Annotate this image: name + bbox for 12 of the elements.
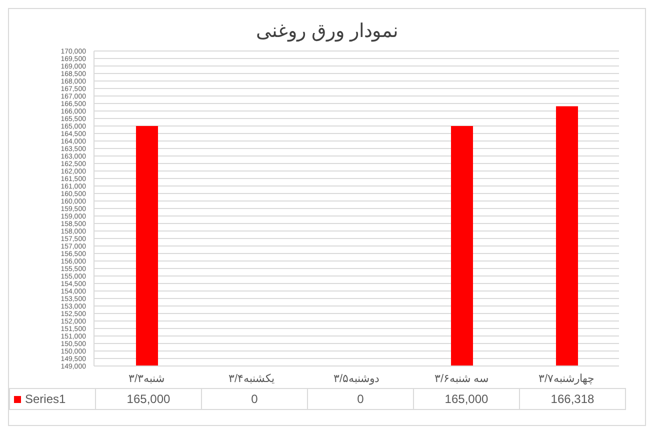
data-label: 165,000	[414, 388, 520, 410]
x-tick-label: سه شنبه۳/۶	[434, 372, 489, 385]
text: 0	[251, 392, 258, 406]
data-label: 165,000	[96, 388, 202, 410]
x-tick-label: یکشنبه۳/۴	[228, 372, 275, 385]
data-label: 166,318	[520, 388, 626, 410]
x-tick-label: دوشنبه۳/۵	[333, 372, 380, 385]
x-tick-label: شنبه۳/۳	[128, 372, 165, 385]
text: 0	[357, 392, 364, 406]
chart-title: نمودار ورق روغنی	[255, 20, 399, 43]
x-tick-label: چهارشنبه۳/۷	[538, 372, 595, 385]
legend-label: Series1	[10, 388, 96, 410]
